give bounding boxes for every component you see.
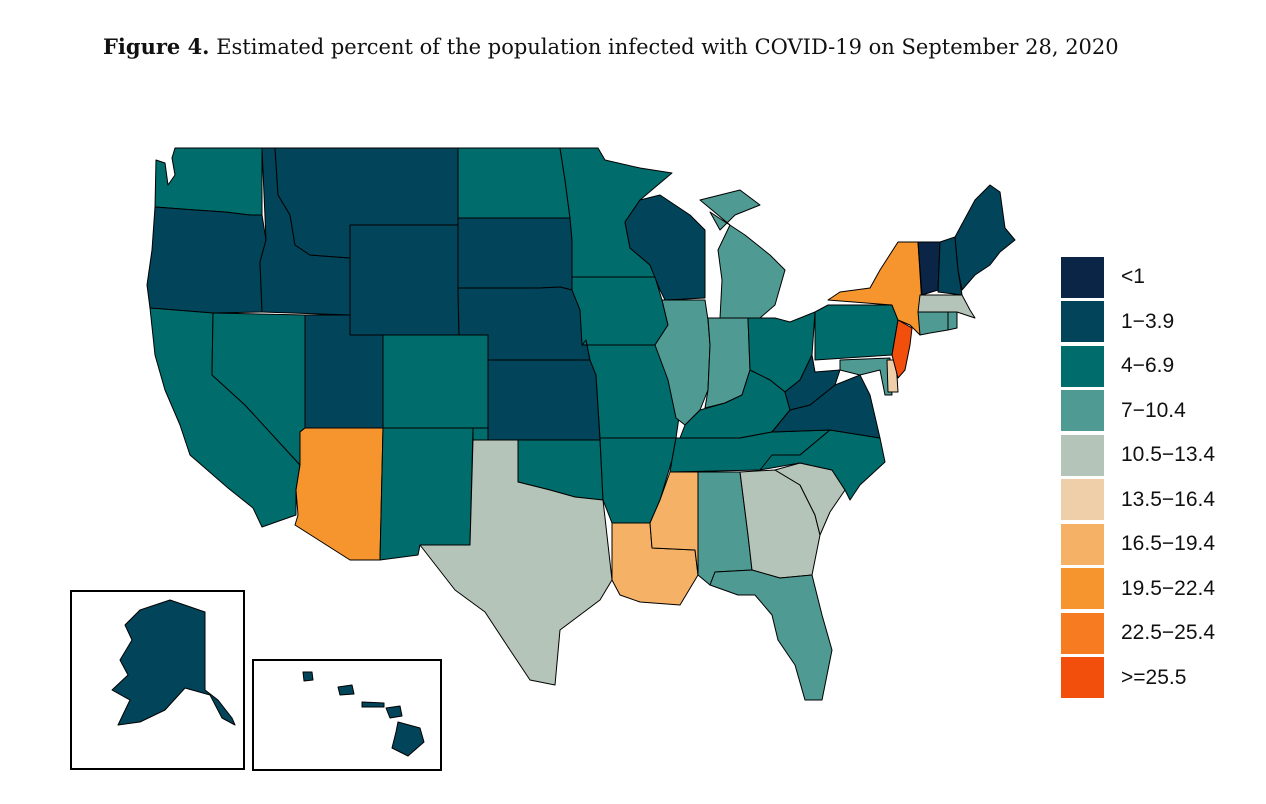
legend-label: 4−6.9 xyxy=(1121,354,1175,378)
state-hi-oahu[interactable] xyxy=(337,684,355,696)
legend-swatch xyxy=(1061,345,1104,387)
legend-item-7: 19.5−22.4 xyxy=(1061,567,1215,612)
legend-item-5: 13.5−16.4 xyxy=(1061,478,1215,523)
state-nm[interactable] xyxy=(379,427,474,561)
state-nd[interactable] xyxy=(457,147,571,219)
state-hi-big-island[interactable] xyxy=(391,721,425,757)
legend-item-0: <1 xyxy=(1061,255,1215,300)
legend-label: 7−10.4 xyxy=(1121,398,1186,422)
legend-label: 16.5−19.4 xyxy=(1121,532,1216,556)
state-pa[interactable] xyxy=(814,304,899,361)
figure-title: Figure 4. Estimated percent of the popul… xyxy=(103,34,1119,59)
figure-caption: Estimated percent of the population infe… xyxy=(216,35,1119,59)
legend-swatch xyxy=(1061,301,1104,343)
legend-swatch xyxy=(1061,612,1104,654)
legend-swatch xyxy=(1061,657,1104,699)
legend-label: 13.5−16.4 xyxy=(1121,487,1216,511)
legend-item-8: 22.5−25.4 xyxy=(1061,611,1215,656)
state-wy[interactable] xyxy=(349,224,460,336)
legend-item-9: >=25.5 xyxy=(1061,656,1215,701)
state-hi-molokai[interactable] xyxy=(361,701,385,708)
state-hi-maui[interactable] xyxy=(385,705,403,719)
legend-item-1: 1−3.9 xyxy=(1061,300,1215,345)
legend-label: 19.5−22.4 xyxy=(1121,576,1216,600)
legend-item-3: 7−10.4 xyxy=(1061,389,1215,434)
state-tx[interactable] xyxy=(419,439,613,686)
legend-item-4: 10.5−13.4 xyxy=(1061,433,1215,478)
state-me[interactable] xyxy=(954,184,1016,291)
state-vt[interactable] xyxy=(917,241,941,296)
legend-swatch xyxy=(1061,523,1104,565)
legend-label: 10.5−13.4 xyxy=(1121,443,1216,467)
state-or[interactable] xyxy=(146,206,267,314)
state-ri[interactable] xyxy=(947,311,958,331)
legend-swatch xyxy=(1061,256,1104,298)
state-ct[interactable] xyxy=(917,311,949,336)
state-ak[interactable] xyxy=(111,599,236,726)
legend-swatch xyxy=(1061,434,1104,476)
state-hi-kauai[interactable] xyxy=(302,671,314,682)
legend: <1 1−3.9 4−6.9 7−10.4 10.5−13.4 13.5−16.… xyxy=(1061,255,1215,700)
hawaii-inset xyxy=(252,659,442,771)
state-wa[interactable] xyxy=(154,147,263,216)
legend-label: <1 xyxy=(1121,265,1145,289)
state-co[interactable] xyxy=(382,334,489,429)
state-nc[interactable] xyxy=(759,429,886,501)
hawaii-islands xyxy=(302,671,425,757)
state-ks[interactable] xyxy=(487,359,601,441)
legend-label: 22.5−25.4 xyxy=(1121,621,1216,645)
state-mi[interactable] xyxy=(699,189,786,319)
legend-swatch xyxy=(1061,479,1104,521)
legend-swatch xyxy=(1061,390,1104,432)
state-fl[interactable] xyxy=(709,569,833,701)
state-sd[interactable] xyxy=(457,217,573,291)
state-nj[interactable] xyxy=(891,319,913,379)
legend-item-2: 4−6.9 xyxy=(1061,344,1215,389)
legend-item-6: 16.5−19.4 xyxy=(1061,522,1215,567)
state-ia[interactable] xyxy=(571,276,669,346)
legend-swatch xyxy=(1061,568,1104,610)
figure-label: Figure 4. xyxy=(103,34,210,59)
legend-label: 1−3.9 xyxy=(1121,309,1175,333)
legend-label: >=25.5 xyxy=(1121,665,1187,689)
state-az[interactable] xyxy=(294,427,384,561)
